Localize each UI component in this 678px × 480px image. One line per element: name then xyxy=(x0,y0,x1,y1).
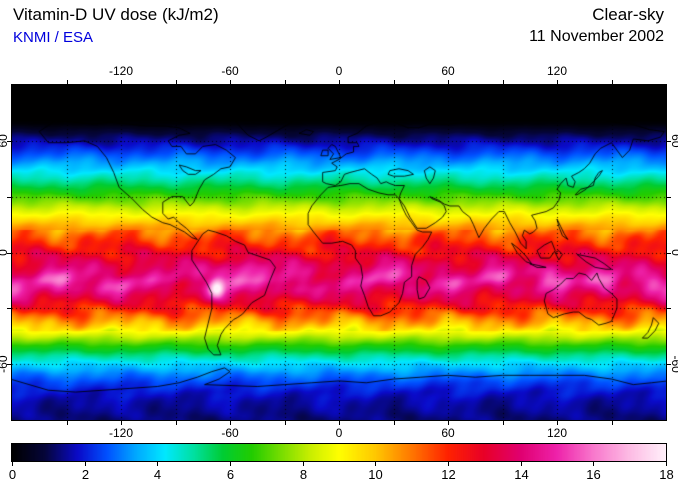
lon-tick-label-top: 120 xyxy=(547,64,567,78)
colorbar-tick-label: 12 xyxy=(441,467,455,480)
lat-tick-label-left: -60 xyxy=(0,355,10,373)
condition-label: Clear-sky xyxy=(592,5,664,24)
colorbar-tick-label: 18 xyxy=(659,467,673,480)
lon-tick-label-bottom: -120 xyxy=(109,426,133,440)
lon-tick-label-top: -120 xyxy=(109,64,133,78)
credit-label: KNMI / ESA xyxy=(13,29,94,46)
lon-tick-label-top: 60 xyxy=(441,64,455,78)
colorbar-tick-label: 0 xyxy=(9,467,16,480)
lon-tick-label-top: -60 xyxy=(221,64,239,78)
lon-tick-label-top: 0 xyxy=(336,64,343,78)
date-label: 11 November 2002 xyxy=(529,28,664,45)
lon-tick-label-bottom: 120 xyxy=(547,426,567,440)
colorbar-tick-label: 6 xyxy=(227,467,234,480)
colorbar-tick-label: 2 xyxy=(82,467,89,480)
colorbar-tick-label: 10 xyxy=(368,467,382,480)
colorbar-gradient xyxy=(12,444,666,461)
lon-tick-label-bottom: 0 xyxy=(336,426,343,440)
colorbar-tick-label: 8 xyxy=(300,467,307,480)
colorbar-tick-label: 4 xyxy=(154,467,161,480)
colorbar-tick-label: 16 xyxy=(586,467,600,480)
lat-tick-label-left: 60 xyxy=(0,134,10,148)
lon-tick-label-bottom: 60 xyxy=(441,426,455,440)
chart-title: Vitamin-D UV dose (kJ/m2) xyxy=(13,5,219,24)
lat-tick-label-right: 60 xyxy=(669,134,678,148)
lon-tick-label-bottom: -60 xyxy=(221,426,239,440)
lat-tick-label-left: 0 xyxy=(0,249,10,256)
lat-tick-label-right: 0 xyxy=(669,249,678,256)
colorbar-tick-label: 14 xyxy=(514,467,528,480)
lat-tick-label-right: -60 xyxy=(669,355,678,373)
world-uv-heatmap xyxy=(12,85,666,420)
